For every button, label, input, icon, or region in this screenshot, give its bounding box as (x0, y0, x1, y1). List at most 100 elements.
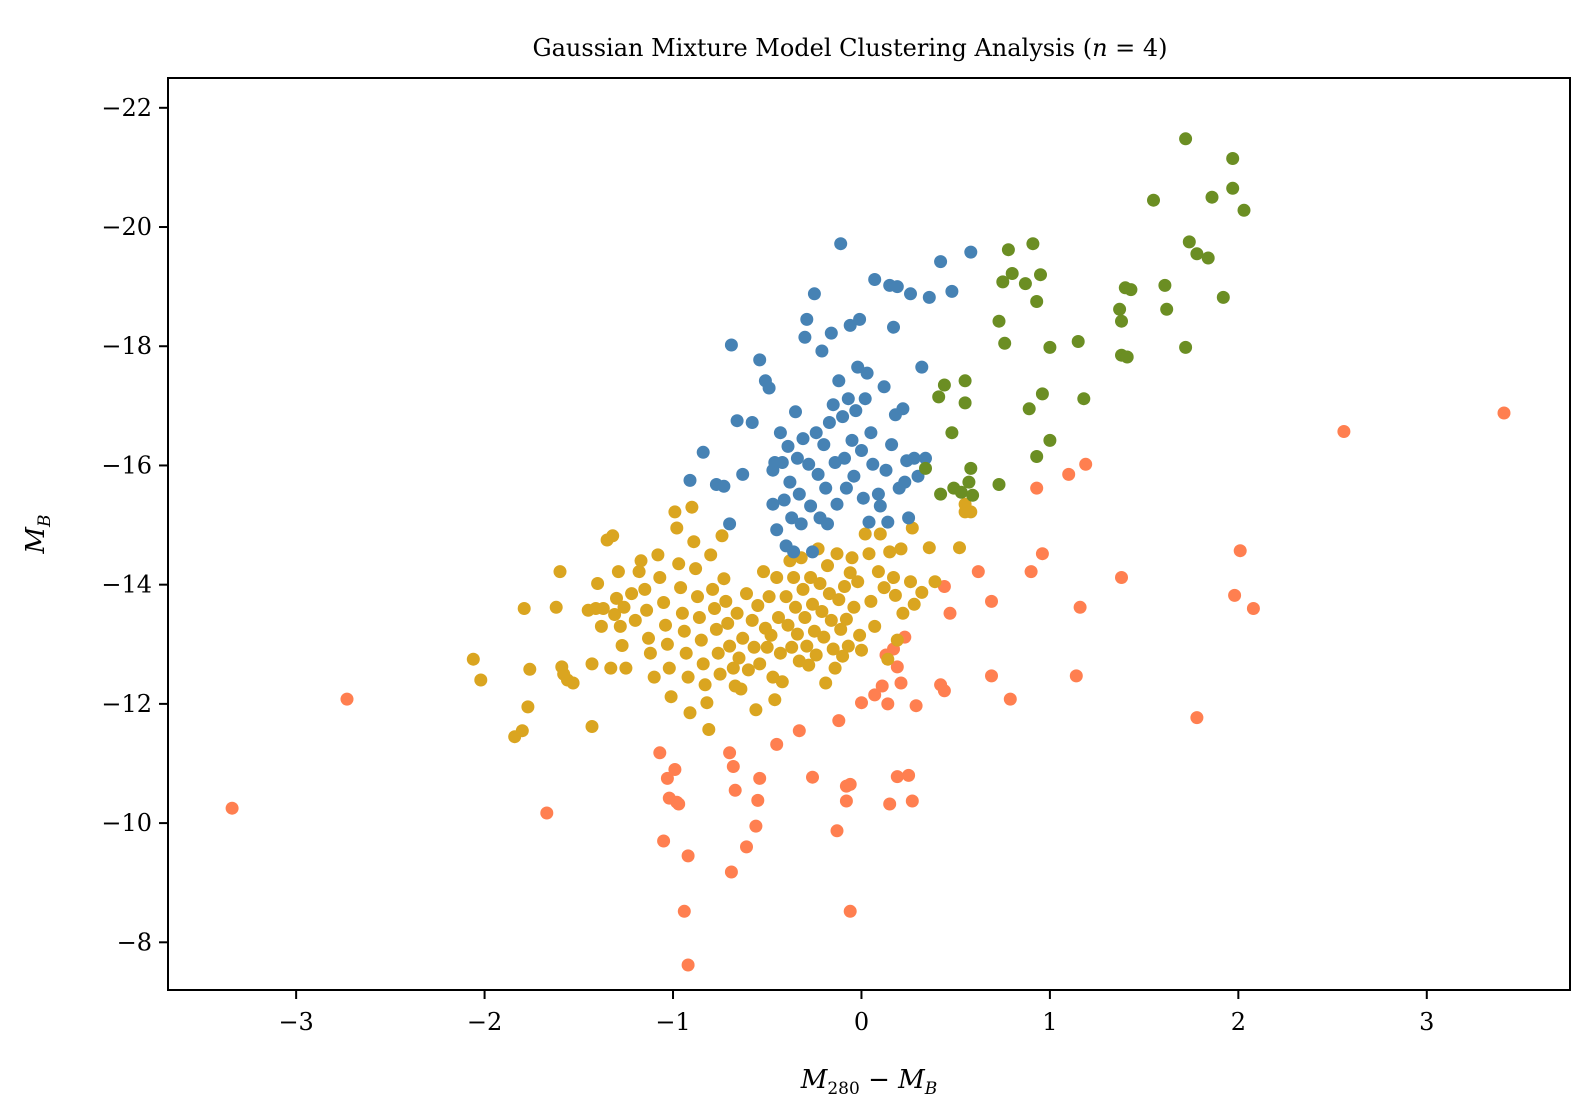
data-point (996, 275, 1010, 289)
data-point (696, 445, 710, 459)
data-point (858, 527, 872, 541)
x-tick-label: 3 (1419, 1008, 1434, 1036)
series-0 (225, 406, 1511, 972)
data-point (615, 639, 629, 652)
data-point (964, 505, 978, 519)
data-point (830, 824, 844, 838)
data-point (838, 580, 851, 593)
data-point (730, 414, 744, 428)
data-point (723, 639, 737, 653)
data-point (1201, 251, 1215, 265)
data-point (1024, 565, 1038, 579)
data-point (1022, 402, 1036, 416)
data-point (1043, 340, 1057, 354)
data-point (709, 622, 723, 636)
data-point (762, 381, 776, 395)
data-point (885, 438, 899, 452)
data-point (790, 627, 804, 641)
data-point (613, 619, 627, 633)
data-point (819, 481, 833, 495)
data-point (877, 380, 891, 394)
data-point (871, 565, 885, 579)
data-point (890, 660, 904, 674)
data-point (875, 679, 889, 693)
data-point (762, 590, 776, 604)
data-point (632, 565, 646, 579)
data-point (902, 511, 916, 525)
data-point (890, 280, 904, 294)
data-point (873, 527, 887, 541)
data-point (736, 631, 750, 645)
data-point (832, 593, 846, 607)
data-point (1115, 571, 1128, 584)
data-point (634, 554, 648, 568)
data-point (807, 287, 821, 301)
data-point (1001, 243, 1015, 257)
data-point (824, 613, 838, 627)
data-point (687, 535, 701, 549)
data-point (800, 312, 814, 326)
data-point (853, 312, 867, 326)
data-point (907, 451, 921, 465)
data-point (796, 432, 810, 446)
data-point (766, 497, 780, 511)
data-point (888, 588, 902, 602)
data-point (841, 392, 855, 406)
data-point (679, 646, 693, 660)
x-tick-label: 1 (1042, 1008, 1057, 1036)
x-axis-label: M280 − MB (800, 1065, 938, 1099)
data-point (806, 770, 819, 784)
data-point (653, 571, 667, 584)
data-point (779, 590, 793, 604)
data-point (660, 771, 674, 785)
data-point (726, 760, 740, 773)
data-point (711, 646, 725, 660)
data-point (841, 639, 855, 653)
data-point (953, 541, 966, 555)
data-point (819, 676, 833, 690)
data-points (225, 132, 1511, 972)
data-point (815, 605, 829, 618)
data-point (751, 599, 765, 612)
data-point (902, 768, 916, 782)
data-point (1182, 235, 1196, 249)
data-point (824, 326, 838, 340)
data-point (642, 631, 655, 645)
data-point (1073, 600, 1087, 614)
data-point (685, 500, 699, 514)
plot-frame (167, 77, 1571, 991)
data-point (781, 439, 795, 453)
data-point (474, 673, 488, 687)
data-point (843, 777, 857, 791)
chart-title: Gaussian Mixture Model Clustering Analys… (532, 34, 1167, 62)
data-point (915, 585, 929, 599)
data-point (792, 724, 806, 738)
data-point (945, 284, 959, 298)
data-point (704, 548, 718, 562)
data-point (781, 618, 795, 632)
data-point (777, 493, 791, 507)
data-point (1030, 295, 1044, 308)
data-point (992, 314, 1006, 328)
data-point (789, 405, 802, 419)
y-axis-label: MB (21, 514, 55, 554)
data-point (905, 794, 919, 808)
data-point (864, 426, 878, 440)
data-point (849, 404, 863, 418)
data-point (466, 652, 480, 666)
data-point (890, 770, 904, 784)
data-point (937, 378, 951, 392)
data-point (843, 566, 857, 580)
data-point (775, 675, 789, 689)
data-point (845, 433, 859, 447)
data-point (1226, 152, 1240, 165)
data-point (1035, 547, 1049, 561)
data-point (553, 565, 567, 579)
data-point (225, 801, 239, 815)
data-point (806, 545, 819, 559)
data-point (832, 374, 846, 388)
data-point (845, 551, 859, 565)
data-point (821, 517, 834, 531)
data-point (922, 541, 936, 555)
y-tick-label: −10 (101, 809, 152, 837)
